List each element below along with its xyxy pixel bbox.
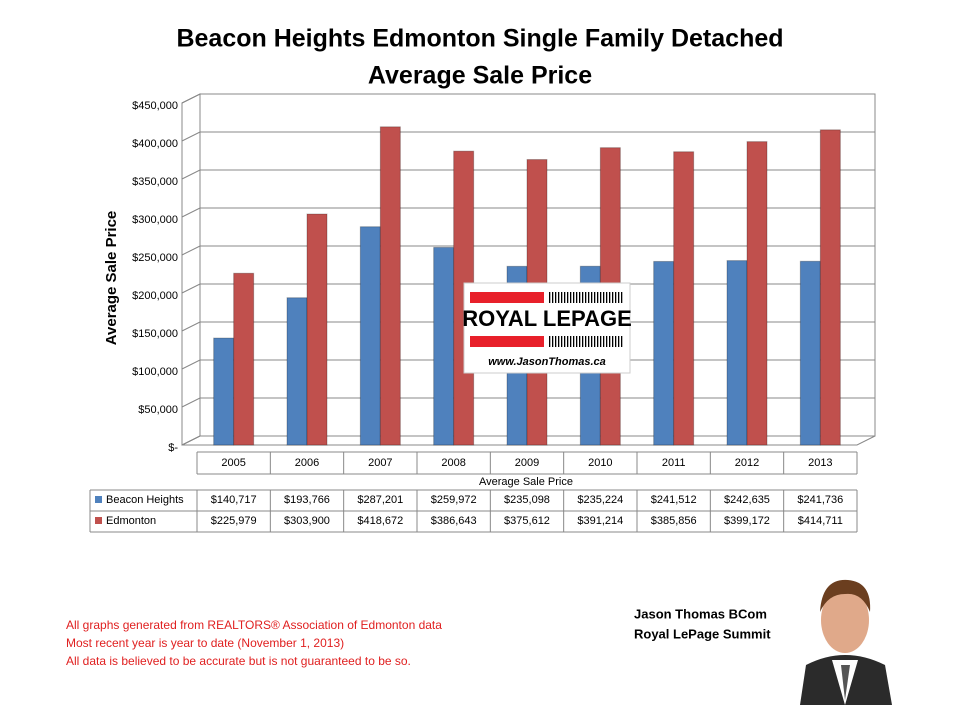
grid-line-side (181, 321, 201, 332)
logo-barcode (548, 336, 624, 347)
bar (359, 226, 381, 446)
bar (819, 129, 841, 446)
chart-title: Beacon Heights Edmonton Single Family De… (176, 25, 783, 53)
side-wall (181, 93, 201, 446)
y-tick-label: $50,000 (138, 404, 178, 416)
table-value: $259,972 (431, 494, 477, 506)
author-name: Jason Thomas BCom (634, 606, 767, 621)
author-company: Royal LePage Summit (634, 626, 771, 641)
table-value: $399,172 (724, 515, 770, 527)
table-value: $386,643 (431, 515, 477, 527)
portrait-tie (841, 665, 850, 700)
y-tick-label: $200,000 (132, 290, 178, 302)
y-tick-label: $150,000 (132, 328, 178, 340)
note: All data is believed to be accurate but … (66, 654, 411, 668)
grid-line-side (181, 435, 201, 446)
y-tick-label: $- (168, 442, 178, 454)
table-value: $193,766 (284, 494, 330, 506)
portrait-face (821, 587, 869, 653)
logo-stripe (470, 336, 544, 347)
x-tick-label: 2010 (588, 457, 612, 469)
x-tick-label: 2007 (368, 457, 392, 469)
table-value: $241,736 (797, 494, 843, 506)
logo-stripe (470, 292, 544, 303)
logo: ROYAL LEPAGE www.JasonThomas.ca (462, 282, 632, 374)
grid-line-side (181, 359, 201, 370)
x-tick-label: 2006 (295, 457, 319, 469)
bar (433, 246, 455, 446)
logo-brand: ROYAL LEPAGE (462, 306, 632, 331)
bar (379, 126, 401, 446)
x-tick-label: 2011 (662, 457, 686, 469)
table-value: $225,979 (211, 515, 257, 527)
y-axis-title: Average Sale Price (103, 211, 120, 346)
table-value: $235,098 (504, 494, 550, 506)
table-value: $241,512 (651, 494, 697, 506)
x-tick-label: 2012 (735, 457, 759, 469)
grid-line-side (181, 397, 201, 408)
logo-barcode (548, 292, 624, 303)
table-value: $303,900 (284, 515, 330, 527)
bar (213, 337, 235, 446)
bar (653, 260, 675, 446)
grid-line-side (181, 283, 201, 294)
table-value: $414,711 (798, 515, 843, 527)
legend-swatch (95, 496, 102, 503)
bar (286, 297, 308, 446)
x-tick-label: 2008 (441, 457, 465, 469)
y-tick-label: $250,000 (132, 252, 178, 264)
chart-subtitle: Average Sale Price (368, 62, 592, 90)
legend-label: Edmonton (106, 515, 156, 527)
grid-line-side (181, 131, 201, 142)
x-tick-label: 2013 (808, 457, 832, 469)
logo-url: www.JasonThomas.ca (488, 356, 606, 368)
grid-line-side (181, 207, 201, 218)
note: All graphs generated from REALTORS® Asso… (66, 618, 442, 632)
grid-line-side (181, 93, 201, 104)
table-value: $418,672 (357, 515, 403, 527)
bar (726, 260, 748, 446)
grid-line-side (181, 245, 201, 256)
table-value: $235,224 (577, 494, 623, 506)
y-tick-label: $350,000 (132, 176, 178, 188)
x-tick-label: 2005 (221, 457, 245, 469)
table-value: $375,612 (504, 515, 550, 527)
bar (746, 141, 768, 446)
legend-label: Beacon Heights (106, 494, 184, 506)
y-tick-label: $300,000 (132, 214, 178, 226)
x-tick-label: 2009 (515, 457, 539, 469)
bar (233, 272, 255, 446)
table-value: $287,201 (357, 494, 403, 506)
grid-line-side (181, 169, 201, 180)
portrait (798, 570, 893, 705)
note: Most recent year is year to date (Novemb… (66, 636, 344, 650)
bar (799, 260, 821, 446)
bar (306, 213, 328, 446)
x-axis-title: Average Sale Price (479, 476, 573, 488)
legend-swatch (95, 517, 102, 524)
y-tick-label: $100,000 (132, 366, 178, 378)
table-value: $242,635 (724, 494, 770, 506)
portrait-hair (820, 579, 871, 612)
y-tick-label: $450,000 (132, 100, 178, 112)
table-value: $140,717 (211, 494, 257, 506)
table-value: $385,856 (651, 515, 697, 527)
y-tick-label: $400,000 (132, 138, 178, 150)
table-value: $391,214 (577, 515, 623, 527)
bar (673, 151, 695, 446)
